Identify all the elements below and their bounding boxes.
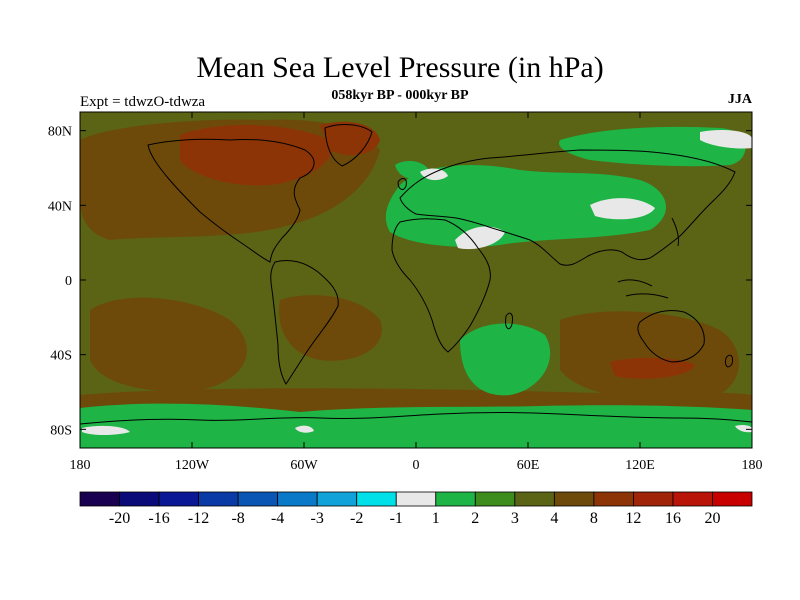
colorbar-swatch bbox=[158, 491, 199, 507]
field-region-neutral-scandinavia bbox=[420, 168, 448, 181]
y-tick-label: 40S bbox=[50, 349, 72, 364]
y-tick-label: 40N bbox=[48, 199, 72, 214]
colorbar: -20 -16 -12 -8 -4 -3 -2 -1 1 2 3 4 8 12 16 20 bbox=[79, 491, 753, 527]
coastline-south-america bbox=[270, 259, 339, 385]
colorbar-swatch bbox=[119, 491, 160, 507]
field-region-neutral-central-asia bbox=[590, 198, 655, 220]
colorbar-swatch bbox=[474, 491, 516, 507]
field-region-high-southern-ocean bbox=[610, 357, 695, 379]
x-tick-label: 60E bbox=[517, 458, 540, 473]
x-tick-label: 120E bbox=[625, 458, 655, 473]
colorbar-label: -1 bbox=[390, 510, 403, 527]
coastline-australia bbox=[637, 309, 705, 363]
colorbar-swatch bbox=[514, 491, 555, 507]
coastline-africa bbox=[391, 218, 491, 353]
x-tick-label: 120W bbox=[175, 458, 210, 473]
coastline-antarctica bbox=[80, 412, 752, 425]
colorbar-label: -20 bbox=[109, 510, 130, 527]
colorbar-label: -16 bbox=[148, 510, 169, 527]
coastline-new-zealand bbox=[725, 354, 733, 368]
field-region-neutral-antarctic-east bbox=[735, 424, 752, 433]
colorbar-label: 2 bbox=[471, 510, 479, 527]
field-region-green-greenland bbox=[395, 160, 430, 179]
colorbar-swatch bbox=[633, 491, 674, 507]
field-region-neutral-antarctic-ross bbox=[295, 425, 314, 433]
colorbar-label: 12 bbox=[625, 510, 641, 527]
colorbar-swatch bbox=[356, 491, 397, 507]
colorbar-swatch bbox=[593, 491, 634, 507]
colorbar-label: 3 bbox=[511, 510, 519, 527]
colorbar-swatch bbox=[198, 491, 239, 507]
field-region-brown-south-pacific bbox=[90, 297, 247, 392]
coastline-indonesia bbox=[617, 279, 669, 299]
y-tick-label: 80N bbox=[48, 125, 72, 140]
colorbar-label: 1 bbox=[432, 510, 440, 527]
colorbar-label: -2 bbox=[350, 510, 363, 527]
colorbar-label: -3 bbox=[311, 510, 324, 527]
pressure-field bbox=[80, 112, 752, 448]
colorbar-swatch bbox=[395, 491, 437, 507]
field-region-green-south-atlantic bbox=[460, 323, 551, 396]
colorbar-swatch bbox=[435, 491, 476, 507]
y-tick-label: 0 bbox=[65, 274, 72, 289]
colorbar-swatch bbox=[79, 491, 120, 507]
colorbar-label: 8 bbox=[590, 510, 598, 527]
colorbar-label: -8 bbox=[231, 510, 244, 527]
x-tick-label: 0 bbox=[413, 458, 420, 473]
coastline-north-america bbox=[147, 138, 315, 263]
field-region-high-arctic-canada bbox=[180, 124, 332, 186]
x-tick-label: 180 bbox=[70, 458, 91, 473]
colorbar-label: 16 bbox=[665, 510, 681, 527]
colorbar-label: -12 bbox=[188, 510, 209, 527]
coastline-eurasia bbox=[399, 149, 736, 266]
coastline-madagascar bbox=[505, 312, 513, 330]
field-region-neutral-arabia bbox=[455, 226, 505, 250]
colorbar-swatch bbox=[553, 491, 595, 507]
coastlines bbox=[80, 124, 752, 425]
field-region-green-antarctica bbox=[80, 403, 752, 448]
season-label: JJA bbox=[727, 92, 752, 107]
x-axis-ticks: 180 120W 60W 0 60E 120E 180 bbox=[70, 112, 763, 473]
coastline-greenland bbox=[324, 124, 373, 167]
colorbar-label: 20 bbox=[704, 510, 720, 527]
field-region-neutral-arctic-east bbox=[700, 130, 752, 149]
colorbar-label: -4 bbox=[271, 510, 284, 527]
map-subtitle: 058kyr BP - 000kyr BP bbox=[331, 88, 469, 103]
colorbar-label: 4 bbox=[550, 510, 558, 527]
coastline-japan bbox=[671, 217, 679, 247]
field-region-green-eurasia bbox=[385, 165, 667, 247]
field-region-brown-atlantic bbox=[279, 295, 382, 361]
colorbar-swatch bbox=[672, 491, 713, 507]
field-region-neutral-antarctic-west bbox=[82, 425, 130, 435]
colorbar-swatch bbox=[237, 491, 279, 507]
map-title: Mean Sea Level Pressure (in hPa) bbox=[196, 51, 604, 84]
colorbar-swatch bbox=[316, 491, 358, 507]
y-tick-label: 80S bbox=[50, 423, 72, 438]
experiment-label: Expt = tdwzO-tdwza bbox=[80, 94, 206, 110]
colorbar-swatch bbox=[712, 491, 753, 507]
coastline-uk bbox=[397, 178, 407, 190]
x-tick-label: 180 bbox=[742, 458, 763, 473]
field-region-brown-indian-ocean bbox=[560, 311, 739, 402]
x-tick-label: 60W bbox=[290, 458, 318, 473]
y-axis-ticks: 80N 40N 0 40S 80S bbox=[48, 125, 752, 438]
colorbar-swatch bbox=[277, 491, 318, 507]
